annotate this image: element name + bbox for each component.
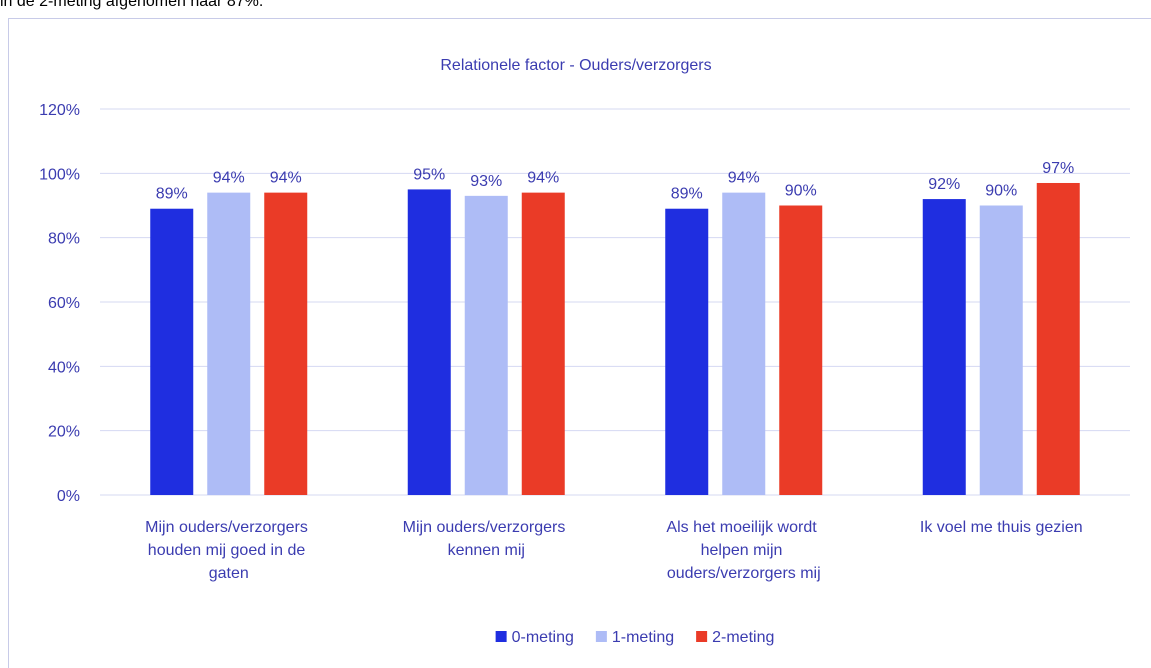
x-tick-label: Ik voel me thuis gezien	[920, 519, 1083, 536]
value-label: 93%	[470, 173, 502, 190]
y-tick-label: 120%	[39, 102, 80, 119]
value-label: 94%	[527, 170, 559, 187]
bar	[779, 205, 823, 495]
x-tick-label: Mijn ouders/verzorgers kennen mij	[403, 519, 570, 559]
chart-title: Relationele factor - Ouders/verzorgers	[440, 57, 711, 74]
bar	[207, 192, 251, 495]
bar	[150, 208, 194, 495]
bar	[922, 199, 966, 496]
value-label: 90%	[985, 183, 1017, 200]
legend-label: 0-meting	[512, 629, 574, 646]
bar	[464, 195, 508, 495]
legend-swatch	[595, 631, 607, 642]
x-tick-label: Als het moeilijk wordt helpen mijn ouder…	[666, 519, 821, 582]
value-label: 89%	[156, 186, 188, 203]
value-label: 94%	[728, 170, 760, 187]
header-text: in de 2-meting afgenomen naar 87%.	[0, 0, 263, 10]
legend-label: 1-meting	[612, 629, 674, 646]
bar	[665, 208, 709, 495]
value-label: 90%	[785, 183, 817, 200]
chart-frame	[8, 18, 1151, 668]
bar	[1036, 182, 1080, 495]
value-label: 95%	[413, 166, 445, 183]
value-label: 94%	[213, 170, 245, 187]
x-tick-label: Mijn ouders/verzorgers houden mij goed i…	[145, 519, 312, 582]
legend-swatch	[495, 631, 507, 642]
value-label: 92%	[928, 176, 960, 193]
value-label: 89%	[671, 186, 703, 203]
y-tick-label: 0%	[57, 488, 80, 505]
y-tick-label: 40%	[48, 359, 80, 376]
bar	[407, 189, 451, 495]
value-label: 97%	[1042, 160, 1074, 177]
y-tick-label: 80%	[48, 231, 80, 248]
legend-swatch	[696, 631, 708, 642]
y-tick-label: 100%	[39, 166, 80, 183]
y-tick-label: 20%	[48, 424, 80, 441]
y-tick-label: 60%	[48, 295, 80, 312]
bar	[521, 192, 565, 495]
bar	[979, 205, 1023, 495]
value-label: 94%	[270, 170, 302, 187]
legend-label: 2-meting	[712, 629, 774, 646]
bar	[722, 192, 766, 495]
bar	[264, 192, 308, 495]
